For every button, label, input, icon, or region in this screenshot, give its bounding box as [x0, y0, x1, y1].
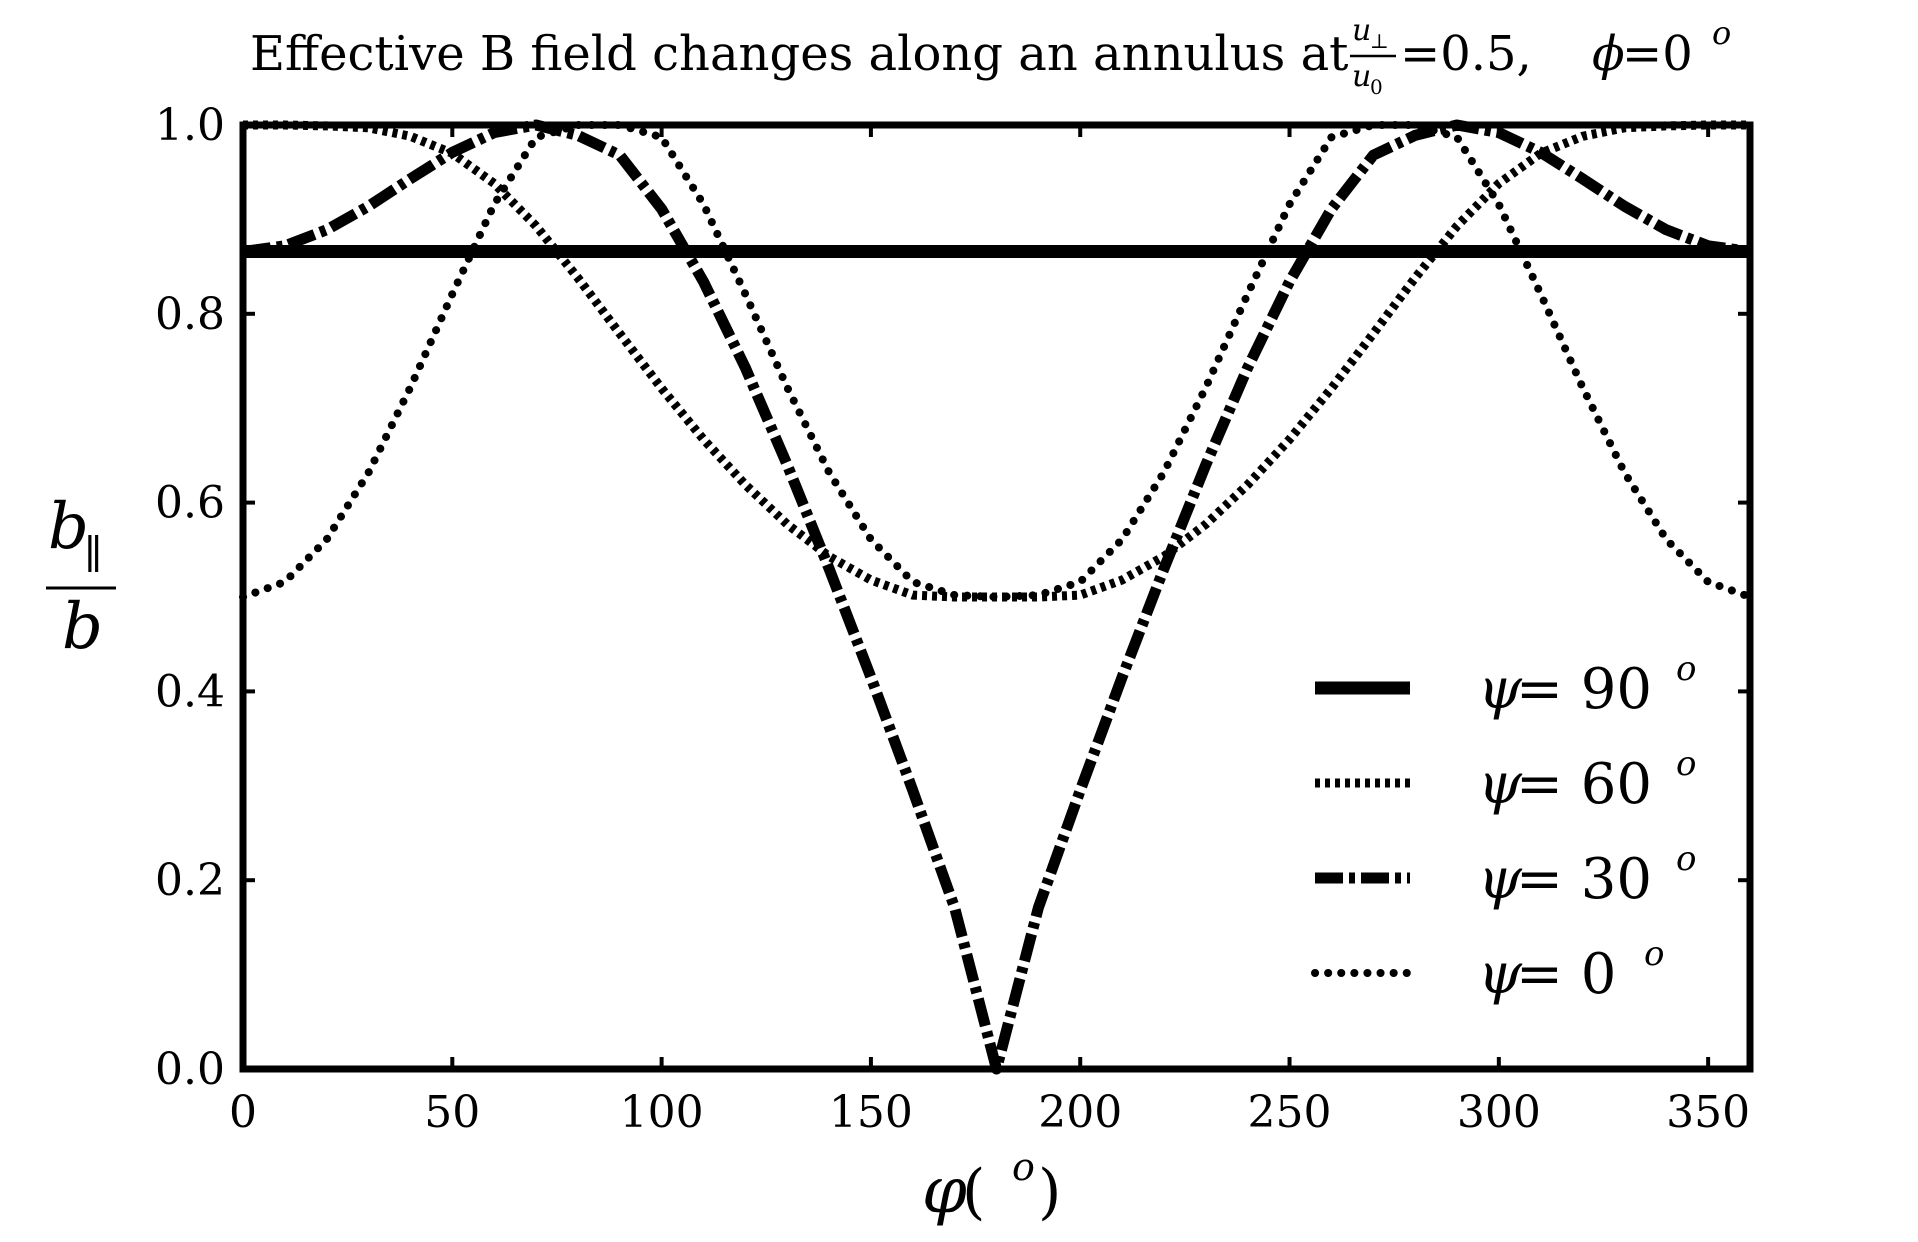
- title-phi-unit: o: [1712, 14, 1731, 52]
- x-tick-label: 350: [1666, 1087, 1750, 1138]
- series-line-dotted-sparse: [239, 121, 1754, 601]
- xlabel-close: ): [1038, 1157, 1061, 1227]
- legend-label-value: = 90: [1516, 657, 1652, 722]
- legend-label-unit: o: [1676, 839, 1696, 879]
- series-layer: [239, 119, 1754, 1075]
- title-frac-den-sub: 0: [1370, 75, 1383, 99]
- y-tick-label: 0.4: [155, 666, 225, 717]
- legend: ψ = 90 o ψ = 60 o ψ = 30 o ψ = 0 o: [1311, 649, 1696, 1007]
- y-tick-label: 0.6: [155, 478, 225, 529]
- xlabel-symbol: φ: [922, 1154, 967, 1228]
- x-axis-label: φ ( o ): [922, 1145, 1061, 1228]
- x-tick-label: 0: [229, 1087, 257, 1138]
- title-phi-value: =0: [1622, 26, 1693, 82]
- title-fraction: u ⊥ u 0: [1350, 13, 1396, 99]
- x-tick-label: 200: [1038, 1087, 1122, 1138]
- x-tick-label: 250: [1248, 1087, 1332, 1138]
- ylabel-denominator: b: [62, 590, 103, 664]
- tick-layer: 0 50 100 150 200 250 300 350 0.0 0.2 0.4 0.6 0.8 1.0: [155, 100, 1750, 1138]
- chart-title: Effective B field changes along an annul…: [250, 13, 1731, 99]
- legend-label-symbol: ψ: [1478, 942, 1523, 1007]
- xlabel-open: (: [962, 1157, 985, 1227]
- x-tick-label: 300: [1457, 1087, 1541, 1138]
- legend-label-symbol: ψ: [1478, 752, 1523, 817]
- title-phi-symbol: ϕ: [1592, 26, 1625, 82]
- y-tick-label: 0.0: [155, 1044, 225, 1095]
- legend-label-symbol: ψ: [1478, 847, 1523, 912]
- legend-label-unit: o: [1676, 649, 1696, 689]
- y-axis-label: b ∥ b: [46, 490, 116, 664]
- y-tick-label: 0.8: [155, 289, 225, 340]
- legend-label-value: = 0: [1516, 942, 1616, 1007]
- x-tick-label: 50: [424, 1087, 480, 1138]
- plot-frame: [239, 121, 1754, 1073]
- legend-label-unit: o: [1676, 744, 1696, 784]
- y-tick-label: 1.0: [155, 100, 225, 151]
- xlabel-unit: o: [1012, 1145, 1035, 1189]
- title-suffix-value: =0.5,: [1400, 26, 1532, 82]
- ylabel-numerator-sub: ∥: [84, 532, 102, 578]
- title-frac-num: u: [1352, 13, 1371, 48]
- legend-label-unit: o: [1644, 934, 1664, 974]
- x-tick-label: 100: [620, 1087, 704, 1138]
- title-prefix: Effective B field changes along an annul…: [250, 26, 1348, 82]
- series-line-dotted-dense: [243, 120, 1750, 602]
- legend-label-symbol: ψ: [1478, 657, 1523, 722]
- title-frac-num-sub: ⊥: [1370, 29, 1389, 53]
- ylabel-numerator: b: [48, 490, 89, 564]
- y-tick-label: 0.2: [155, 855, 225, 906]
- legend-label-value: = 60: [1516, 752, 1652, 817]
- title-frac-den: u: [1352, 59, 1371, 94]
- x-tick-label: 150: [829, 1087, 913, 1138]
- legend-label-value: = 30: [1516, 847, 1652, 912]
